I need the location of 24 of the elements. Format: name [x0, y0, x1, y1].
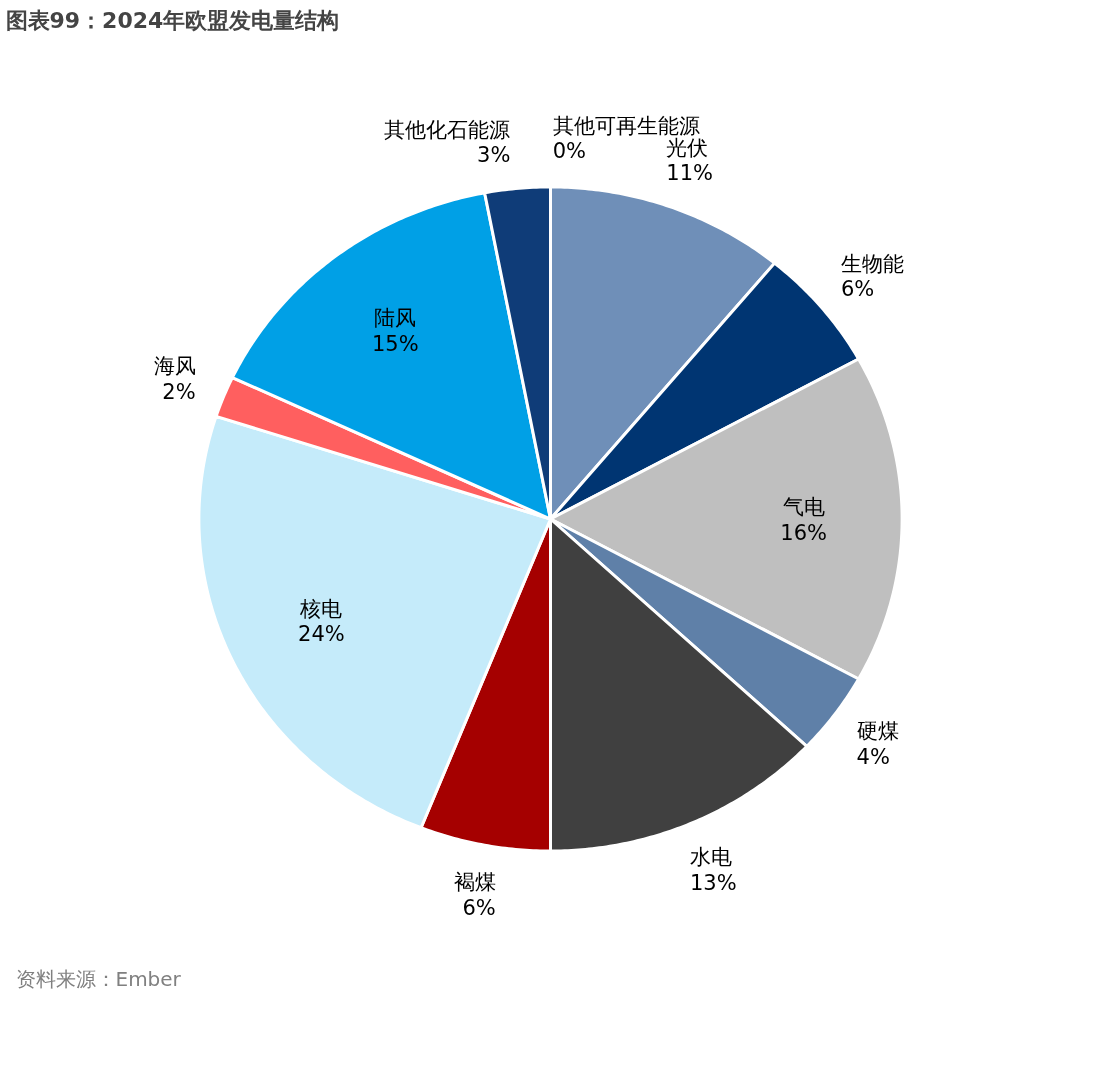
slice-label: 其他化石能源 [384, 117, 511, 142]
data-label: 15% [372, 331, 419, 356]
slice-label: 海风 [153, 354, 196, 379]
slice-label: 气电 [782, 495, 825, 519]
slice-label: 陆风 [374, 306, 417, 331]
data-label: 13% [689, 871, 737, 896]
data-label: 11% [666, 161, 714, 186]
chart-title: 图表99：2024年欧盟发电量结构 [5, 7, 340, 33]
text: 0% [552, 139, 587, 164]
slice-label: 水电 [689, 845, 732, 870]
data-label: 16% [780, 520, 828, 545]
text: 资料来源：Ember [15, 966, 182, 991]
slice-label: 硬煤 [856, 719, 899, 744]
data-label: 6% [840, 277, 875, 302]
category-label: 其他可再生能源 [552, 113, 700, 138]
slice-label: 光伏 [666, 135, 709, 160]
data-label: 3% [477, 143, 511, 168]
slice-label: 生物能 [840, 251, 904, 276]
slice-label: 褐煤 [453, 870, 496, 895]
data-label: 24% [298, 622, 345, 647]
data-label: 6% [462, 895, 496, 920]
slice-label: 核电 [299, 596, 343, 621]
data-label: 2% [162, 380, 196, 405]
data-label: 4% [856, 745, 890, 770]
